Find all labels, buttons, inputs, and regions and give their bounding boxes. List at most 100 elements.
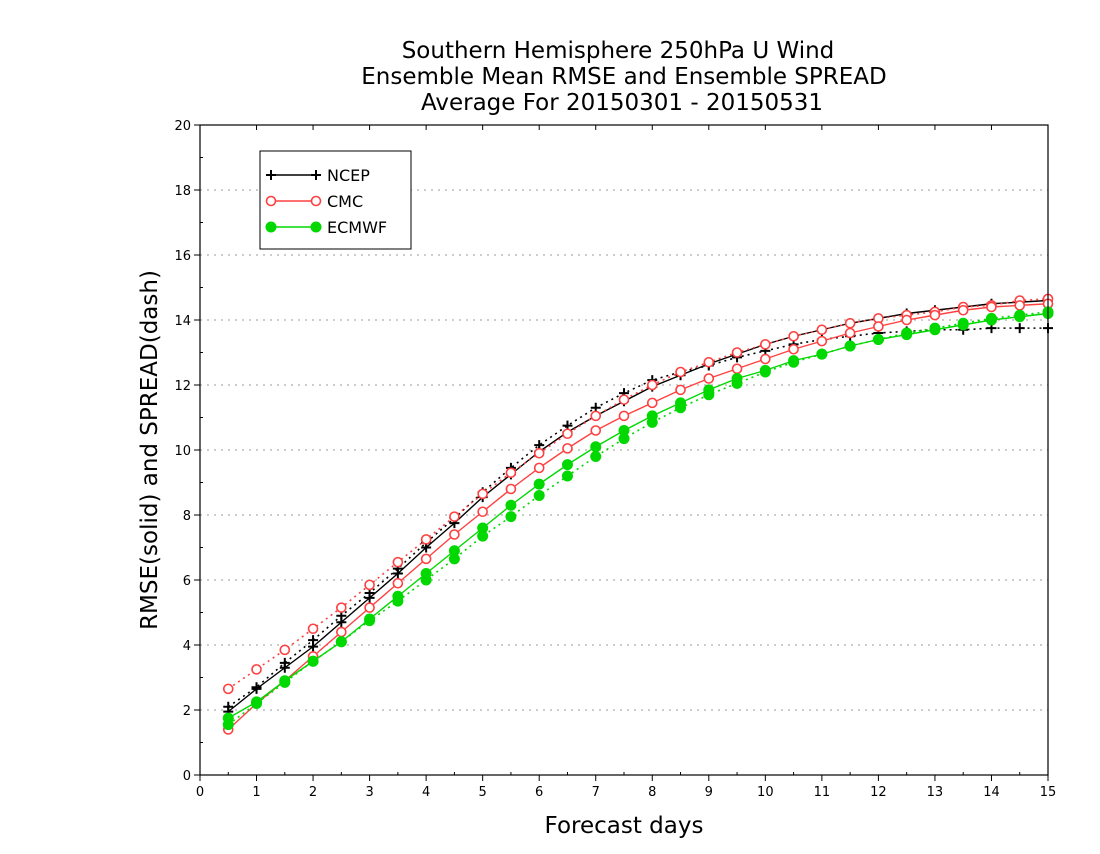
ecmwf-rmse-point bbox=[392, 590, 404, 602]
series-layer bbox=[222, 293, 1054, 735]
cmc-rmse-point bbox=[731, 363, 743, 375]
cmc-rmse-point bbox=[986, 301, 997, 313]
ecmwf-rmse-point bbox=[872, 334, 884, 345]
x-tick-label: 3 bbox=[365, 785, 373, 800]
cmc-rmse-point bbox=[533, 462, 545, 474]
x-tick-label: 11 bbox=[814, 785, 831, 800]
y-axis-label: RMSE(solid) and SPREAD(dash) bbox=[137, 270, 163, 630]
cmc-rmse-point bbox=[477, 506, 488, 518]
cmc-spread-line bbox=[227, 298, 1049, 690]
ecmwf-rmse-point bbox=[590, 441, 602, 453]
ecmwf-rmse-point bbox=[477, 522, 489, 534]
y-tick-label: 14 bbox=[174, 314, 191, 329]
x-tick-label: 2 bbox=[309, 785, 317, 800]
ecmwf-rmse-point bbox=[731, 373, 743, 384]
cmc-rmse-point bbox=[873, 321, 884, 332]
cmc-rmse-point bbox=[760, 353, 771, 365]
cmc-spread-point bbox=[731, 347, 743, 358]
legend-item-ncep: NCEP bbox=[266, 166, 370, 185]
y-tick-label: 16 bbox=[174, 249, 191, 264]
ecmwf-rmse-point bbox=[335, 636, 347, 648]
cmc-rmse-point bbox=[788, 343, 799, 355]
x-tick-label: 14 bbox=[983, 785, 1000, 800]
ecmwf-rmse-point bbox=[533, 478, 545, 490]
x-tick-label: 8 bbox=[648, 785, 656, 800]
x-axis-label: Forecast days bbox=[545, 813, 704, 839]
cmc-rmse-line bbox=[227, 303, 1049, 731]
ecmwf-rmse-point bbox=[1014, 311, 1026, 323]
cmc-rmse-point bbox=[1014, 300, 1026, 311]
cmc-spread-point bbox=[816, 324, 828, 336]
ecmwf-spread-point bbox=[505, 511, 517, 523]
ncep-rmse-point bbox=[308, 641, 319, 652]
cmc-rmse-point bbox=[420, 553, 432, 565]
ncep-rmse-point bbox=[251, 683, 262, 694]
ecmwf-rmse-point bbox=[844, 340, 856, 352]
ecmwf-rmse-point bbox=[985, 314, 997, 326]
cmc-rmse-point bbox=[675, 384, 686, 396]
legend-label-ncep: NCEP bbox=[327, 166, 370, 185]
ecmwf-rmse-point bbox=[279, 675, 291, 687]
cmc-spread-point bbox=[675, 366, 686, 378]
ecmwf-spread-point bbox=[590, 451, 602, 462]
legend-marker-cmc bbox=[265, 195, 277, 207]
ecmwf-rmse-point bbox=[788, 355, 800, 367]
cmc-spread-point bbox=[788, 330, 799, 342]
legend-label-cmc: CMC bbox=[327, 192, 363, 211]
cmc-rmse-point bbox=[562, 443, 573, 454]
x-tick-label: 0 bbox=[196, 785, 204, 800]
cmc-spread-point bbox=[420, 534, 432, 545]
x-tick-label: 7 bbox=[592, 785, 600, 800]
ecmwf-rmse-line bbox=[227, 312, 1049, 719]
y-tick-label: 10 bbox=[174, 444, 191, 459]
cmc-spread-point bbox=[590, 410, 602, 422]
ncep-spread-point bbox=[1014, 323, 1025, 334]
ecmwf-rmse-point bbox=[222, 712, 234, 724]
x-tick-label: 10 bbox=[757, 785, 774, 800]
cmc-rmse-point bbox=[929, 309, 941, 321]
cmc-spread-point bbox=[844, 317, 856, 329]
cmc-spread-point bbox=[533, 447, 545, 459]
y-tick-label: 18 bbox=[174, 184, 191, 199]
ecmwf-rmse-point bbox=[307, 655, 319, 667]
x-tick-label: 9 bbox=[705, 785, 713, 800]
legend-marker-ecmwf bbox=[265, 221, 277, 233]
cmc-spread-point bbox=[618, 394, 630, 405]
legend-item-ecmwf: ECMWF bbox=[265, 218, 387, 237]
cmc-rmse-point bbox=[449, 529, 460, 540]
x-tick-label: 1 bbox=[252, 785, 260, 800]
x-tick-label: 13 bbox=[927, 785, 944, 800]
ncep-rmse-point bbox=[392, 568, 403, 579]
y-tick-label: 0 bbox=[183, 769, 191, 784]
cmc-rmse-point bbox=[618, 410, 630, 422]
cmc-spread-point bbox=[646, 379, 658, 391]
cmc-spread-point bbox=[336, 602, 347, 613]
legend-marker-ecmwf bbox=[310, 221, 322, 233]
cmc-spread-point bbox=[760, 339, 771, 350]
title-line-2: Ensemble Mean RMSE and Ensemble SPREAD bbox=[361, 64, 886, 90]
cmc-spread-point bbox=[562, 428, 573, 440]
y-tick-label: 2 bbox=[183, 704, 191, 719]
ecmwf-rmse-point bbox=[929, 324, 941, 336]
y-tick-label: 6 bbox=[183, 574, 191, 589]
cmc-rmse-point bbox=[364, 602, 375, 613]
ecmwf-rmse-point bbox=[646, 410, 658, 422]
cmc-rmse-point bbox=[816, 335, 828, 347]
cmc-rmse-point bbox=[957, 304, 969, 316]
ecmwf-rmse-point bbox=[505, 499, 517, 511]
cmc-rmse-point bbox=[646, 397, 658, 409]
cmc-rmse-point bbox=[590, 425, 602, 436]
ecmwf-spread-point bbox=[561, 470, 573, 482]
legend-box bbox=[259, 150, 412, 250]
ncep-rmse-point bbox=[364, 592, 375, 603]
series-ncep bbox=[223, 295, 1053, 717]
ecmwf-rmse-point bbox=[448, 545, 460, 557]
cmc-spread-point bbox=[222, 683, 234, 695]
cmc-spread-point bbox=[364, 579, 375, 591]
legend: NCEP CMC ECMWF bbox=[259, 150, 412, 250]
cmc-rmse-point bbox=[844, 327, 856, 339]
ncep-rmse-line bbox=[227, 299, 1049, 713]
legend-label-ecmwf: ECMWF bbox=[327, 218, 387, 237]
